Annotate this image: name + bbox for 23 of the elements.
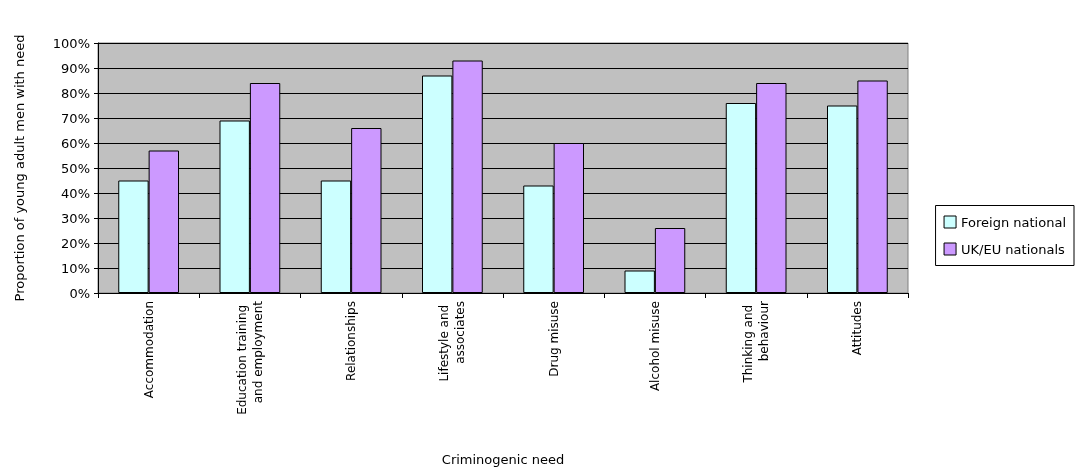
x-tick-label: Accommodation: [141, 301, 156, 399]
x-tick-label: Thinking and behaviour: [741, 300, 772, 384]
y-tick-label: 50%: [61, 160, 90, 176]
y-axis-title: Proportion of young adult men with need: [12, 34, 27, 302]
y-tick-label: 100%: [52, 35, 90, 51]
y-tick-label: 70%: [61, 110, 90, 126]
y-tick-label: 80%: [61, 85, 90, 101]
x-tick-label: Relationships: [344, 301, 359, 381]
x-tick-label: Attitudes: [850, 301, 865, 356]
y-tick-label: 60%: [61, 135, 90, 151]
y-tick-label: 10%: [61, 260, 90, 276]
x-tick-label: Lifestyle and associates: [437, 301, 468, 382]
legend-label: UK/EU nationals: [961, 241, 1066, 257]
x-tick-label: Alcohol misuse: [647, 301, 662, 392]
y-tick-label: 90%: [61, 60, 90, 76]
x-tick-label: Education training and employment: [234, 300, 265, 415]
y-tick-label: 0%: [69, 285, 90, 301]
y-tick-label: 30%: [61, 210, 90, 226]
y-tick-label: 40%: [61, 185, 90, 201]
legend-label: Foreign national: [961, 214, 1067, 230]
x-tick-label: Drug misuse: [546, 301, 561, 377]
x-axis-title: Criminogenic need: [441, 452, 565, 467]
y-tick-label: 20%: [61, 235, 90, 251]
